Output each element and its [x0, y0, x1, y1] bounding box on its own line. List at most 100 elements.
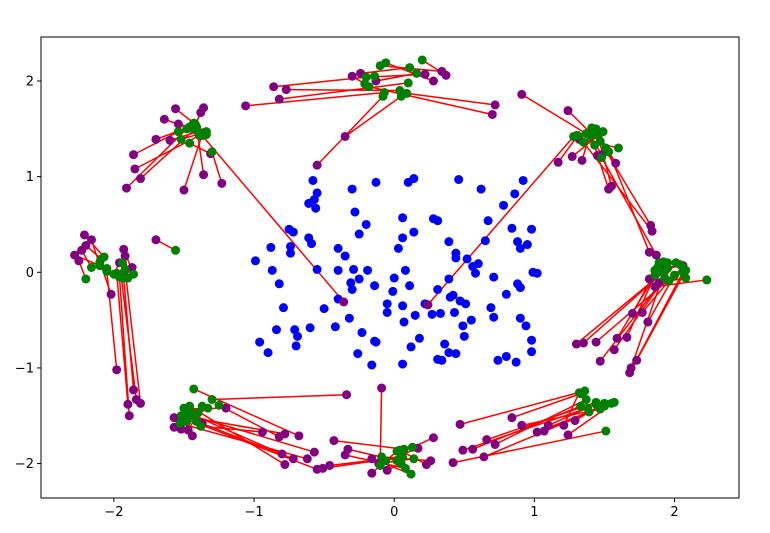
link-line: [211, 151, 223, 184]
moved-point: [96, 254, 106, 264]
inner-point: [489, 312, 499, 322]
inner-point: [271, 325, 281, 335]
outer-point: [329, 436, 339, 446]
outer-point: [367, 454, 377, 464]
inner-point: [451, 349, 461, 359]
inner-point: [410, 310, 420, 320]
outer-point: [571, 339, 581, 349]
link-line: [368, 86, 493, 116]
inner-point: [468, 262, 478, 272]
inner-point: [501, 351, 511, 361]
inner-point: [371, 177, 381, 187]
x-tick-label: 2: [670, 505, 678, 520]
link-line: [200, 425, 263, 433]
moved-point: [214, 400, 224, 410]
outer-point: [280, 460, 290, 470]
moved-point: [609, 397, 619, 407]
outer-point: [507, 413, 517, 423]
link-line: [636, 270, 687, 361]
inner-point: [398, 233, 408, 243]
link-line: [607, 151, 650, 253]
link-line: [452, 430, 606, 464]
outer-point: [340, 131, 350, 141]
outer-point: [563, 106, 573, 116]
inner-point: [507, 223, 517, 233]
moved-point: [119, 273, 129, 283]
outer-point: [173, 119, 183, 129]
outer-point: [312, 160, 322, 170]
inner-point: [466, 315, 476, 325]
outer-point: [123, 399, 133, 409]
inner-point: [344, 313, 354, 323]
outer-point: [277, 449, 287, 459]
inner-point: [444, 274, 454, 284]
moved-point: [381, 58, 391, 68]
moved-point: [604, 147, 614, 157]
outer-point: [367, 468, 377, 478]
inner-point: [483, 216, 493, 226]
moved-point: [681, 265, 691, 275]
outer-point: [490, 100, 500, 110]
outer-point: [342, 390, 352, 400]
inner-point: [354, 274, 364, 284]
outer-point: [269, 82, 279, 92]
link-line: [115, 273, 129, 405]
outer-point: [612, 333, 622, 343]
inner-point: [307, 239, 317, 249]
link-line: [641, 280, 670, 313]
moved-point: [109, 269, 119, 279]
moved-point: [197, 401, 207, 411]
outer-point: [183, 425, 193, 435]
moved-point: [405, 63, 415, 73]
inner-point: [449, 307, 459, 317]
inner-point: [476, 184, 486, 194]
outer-point: [119, 244, 129, 254]
moved-point: [409, 454, 419, 464]
moved-point: [702, 275, 712, 285]
x-tick-label: 0: [390, 505, 398, 520]
moved-point: [412, 68, 422, 78]
outer-point: [347, 71, 357, 81]
outer-point: [632, 355, 642, 365]
outer-point: [553, 157, 563, 167]
link-line: [344, 95, 402, 138]
outer-point: [302, 454, 312, 464]
outer-point: [517, 420, 527, 430]
y-tick-label: 0: [26, 266, 34, 281]
inner-point: [353, 349, 363, 359]
inner-point: [349, 264, 359, 274]
link-line: [245, 91, 385, 107]
outer-point: [339, 297, 349, 307]
moved-point: [681, 273, 691, 283]
outer-point: [159, 114, 169, 124]
outer-point: [288, 454, 298, 464]
y-tick-label: 1: [26, 170, 34, 185]
y-tick-label: −2: [15, 457, 34, 472]
moved-point: [595, 136, 605, 146]
inner-point: [461, 299, 471, 309]
outer-point: [428, 76, 438, 86]
link-line: [406, 92, 496, 106]
moved-point: [576, 401, 586, 411]
outer-point: [627, 308, 637, 318]
moved-point: [613, 143, 623, 153]
outer-point: [644, 247, 654, 257]
inner-point: [361, 219, 371, 229]
inner-point: [527, 347, 537, 357]
outer-point: [79, 230, 89, 240]
inner-point: [367, 360, 377, 370]
moved-point: [117, 258, 127, 268]
inner-point: [489, 272, 499, 282]
link-line: [600, 157, 657, 256]
outer-point: [637, 307, 647, 317]
inner-point: [308, 175, 318, 185]
inner-point: [311, 203, 321, 213]
outer-point: [274, 94, 284, 104]
outer-point: [377, 383, 387, 393]
outer-point: [106, 289, 116, 299]
moved-point: [574, 388, 584, 398]
outer-point: [77, 245, 87, 255]
moved-point: [591, 124, 601, 134]
outer-point: [643, 317, 653, 327]
inner-point: [458, 321, 468, 331]
